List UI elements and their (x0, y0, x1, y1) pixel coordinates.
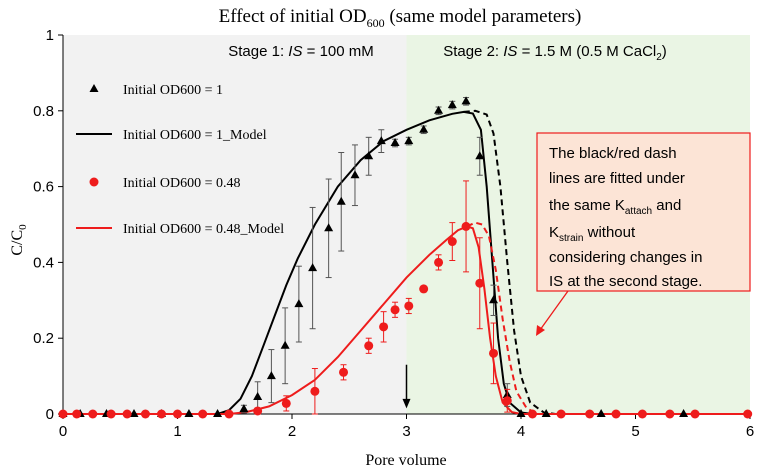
stage-boundary-arrow (402, 364, 411, 409)
data-point-circle (690, 409, 700, 419)
y-tick-label: 0.8 (33, 103, 54, 120)
data-point-circle (404, 301, 414, 311)
data-point-triangle (129, 409, 139, 417)
data-point-circle (390, 305, 400, 315)
annotation-background (536, 132, 751, 292)
data-point-triangle (596, 409, 606, 417)
data-point-triangle (308, 263, 318, 272)
legend: Initial OD600 = 1 Initial OD600 = 1_Model… (76, 83, 284, 237)
data-point-triangle (280, 340, 290, 349)
data-point-triangle (475, 151, 485, 160)
data-point-triangle (434, 105, 444, 114)
data-point-circle (447, 237, 457, 247)
annotation-box: The black/red dash lines are fitted unde… (536, 132, 751, 336)
data-point-circle (253, 406, 263, 416)
x-tick-label: 2 (288, 423, 296, 440)
x-tick-label: 5 (631, 423, 639, 440)
data-point-circle (475, 278, 485, 288)
data-point-triangle (336, 196, 346, 205)
y-tick-label: 1 (46, 27, 54, 44)
data-point-triangle (253, 391, 263, 400)
stage-1-label: Stage 1: IS = 100 mM (228, 43, 374, 60)
legend-label: Initial OD600 = 1_Model (123, 128, 267, 143)
model-line (63, 110, 750, 415)
data-point-circle (434, 257, 444, 267)
data-point-triangle (266, 371, 276, 380)
annotation-text: The black/red dash lines are fitted unde… (549, 145, 707, 290)
x-tick-label: 3 (402, 423, 410, 440)
y-tick-label: 0.4 (33, 254, 54, 271)
data-point-circle (140, 409, 150, 419)
data-point-triangle (294, 299, 304, 308)
data-point-triangle (213, 409, 223, 417)
data-point-triangle (390, 138, 400, 147)
data-point-triangle (679, 409, 689, 417)
data-point-circle (224, 409, 234, 419)
arrow-head (402, 398, 411, 409)
y-tick-label: 0 (46, 406, 54, 423)
data-point-circle (281, 398, 291, 408)
data-point-circle (585, 409, 595, 419)
x-tick-label: 1 (173, 423, 181, 440)
data-point-triangle (376, 136, 386, 145)
chart-title: Effect of initial OD600 (same model para… (219, 6, 582, 30)
legend-label: Initial OD600 = 0.48_Model (123, 222, 284, 237)
data-point-circle (502, 396, 512, 406)
data-point-triangle (461, 96, 471, 105)
data-point-triangle (350, 170, 360, 179)
data-point-circle (88, 409, 98, 419)
data-point-circle (173, 409, 182, 419)
stage-2-label: Stage 2: IS = 1.5 M (0.5 M CaCl2) (443, 43, 667, 63)
data-point-circle (611, 409, 621, 419)
data-point-triangle (447, 100, 457, 109)
data-point-triangle (364, 151, 374, 160)
data-point-circle (198, 409, 208, 419)
data-point-circle (310, 386, 320, 396)
legend-marker-triangle (89, 84, 99, 92)
data-point-circle (72, 409, 82, 419)
series-points (58, 180, 753, 419)
data-point-circle (106, 409, 116, 419)
x-tick-label: 6 (746, 423, 754, 440)
data-point-circle (489, 348, 499, 358)
data-point-circle (58, 409, 68, 419)
data-point-triangle (516, 409, 526, 417)
data-point-circle (556, 409, 566, 419)
legend-label: Initial OD600 = 0.48 (123, 176, 241, 191)
data-point-circle (122, 409, 132, 419)
data-point-triangle (404, 136, 414, 145)
model-line (63, 225, 750, 415)
data-point-triangle (239, 404, 249, 413)
data-point-triangle (419, 124, 429, 133)
data-point-triangle (184, 409, 194, 417)
data-point-circle (743, 409, 753, 419)
legend-marker-circle (89, 177, 99, 187)
series-layer (58, 96, 753, 419)
y-tick-group: 0 0.2 0.4 0.6 0.8 1 (33, 27, 63, 423)
data-point-circle (156, 409, 166, 419)
annotation-pointer (539, 290, 569, 331)
data-point-circle (461, 221, 471, 231)
data-point-circle (637, 409, 647, 419)
data-point-triangle (324, 223, 334, 232)
data-point-circle (364, 341, 374, 351)
data-point-circle (665, 409, 675, 419)
data-point-circle (339, 367, 349, 377)
data-point-circle (419, 284, 429, 294)
annotation-pointer-head (536, 325, 545, 336)
y-tick-label: 0.6 (33, 179, 54, 196)
data-point-triangle (541, 409, 551, 417)
y-axis-label: C/C0 (9, 224, 29, 256)
x-tick-label: 0 (59, 423, 67, 440)
stage-1-background (63, 35, 407, 414)
data-point-circle (379, 322, 389, 332)
y-tick-label: 0.2 (33, 330, 54, 347)
x-axis-label: Pore volume (365, 452, 446, 469)
series-points (58, 96, 689, 417)
legend-label: Initial OD600 = 1 (123, 83, 223, 98)
data-point-triangle (489, 295, 499, 304)
data-point-circle (527, 409, 537, 419)
x-tick-label: 4 (517, 423, 525, 440)
